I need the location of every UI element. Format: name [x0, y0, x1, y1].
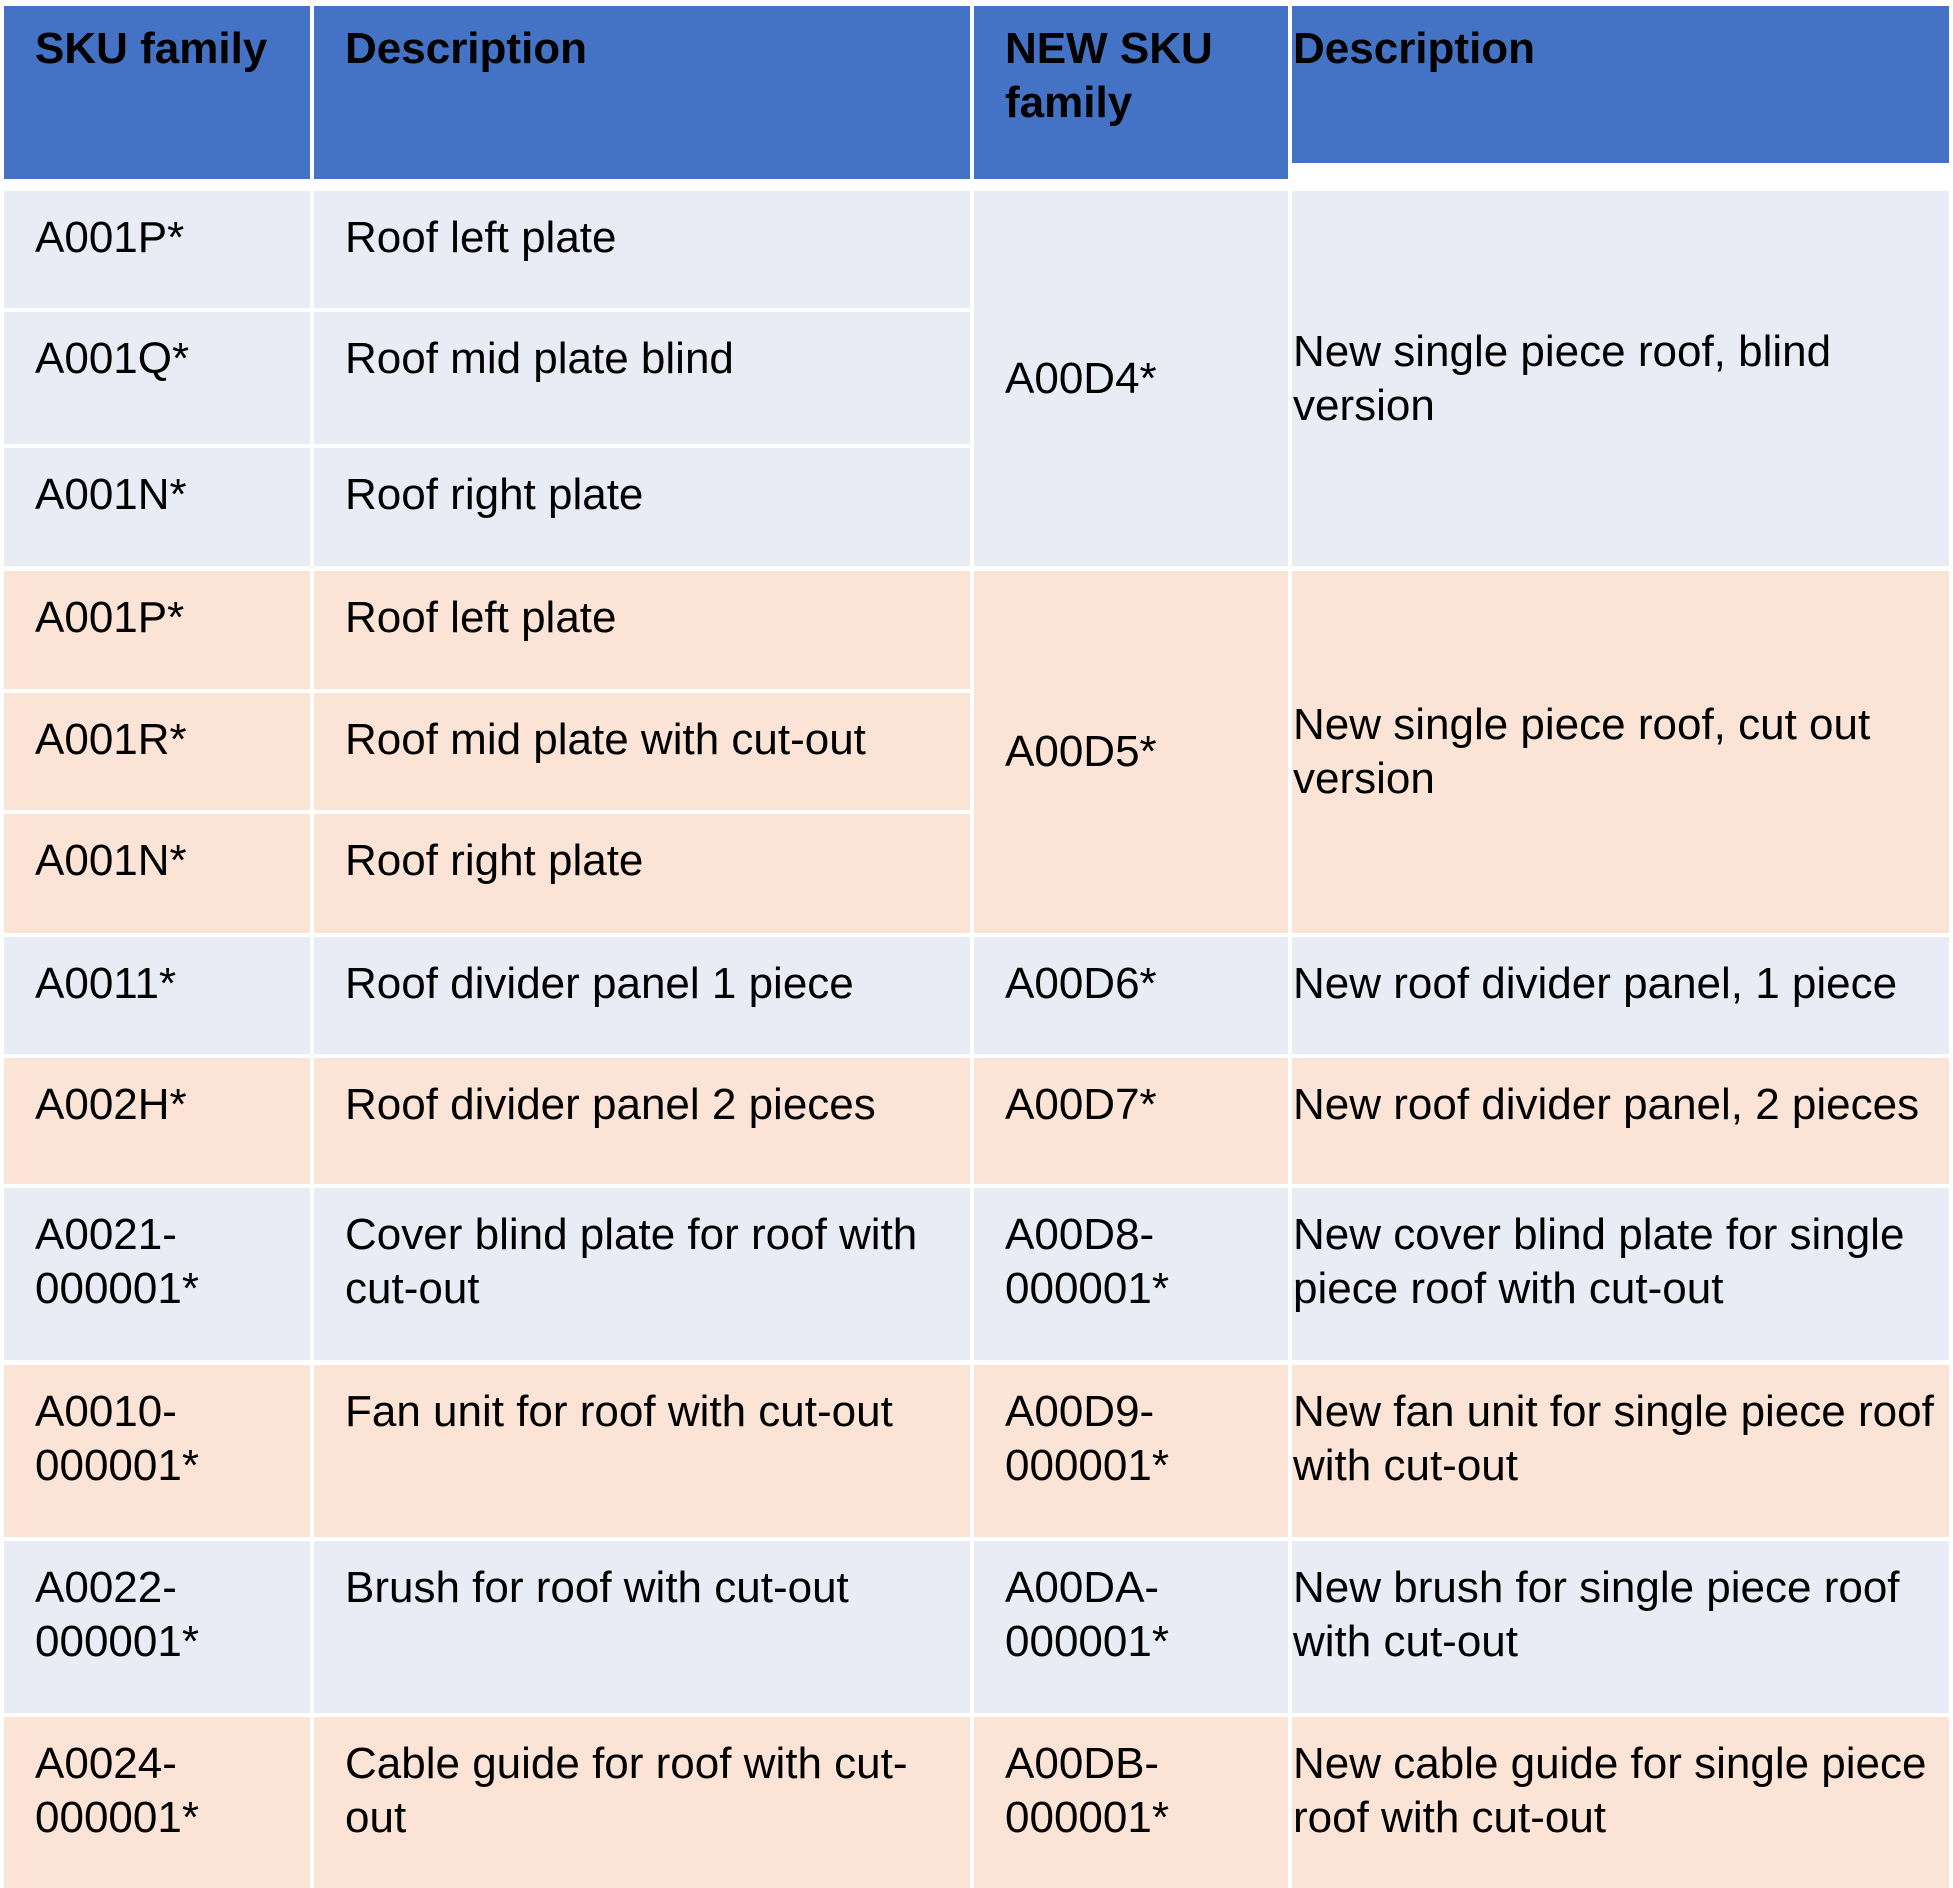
new-description-cell: New brush for single piece roof with cut… [1292, 1541, 1949, 1713]
table-row: A0021-000001* [4, 1188, 310, 1360]
description-cell: Cover blind plate for roof with cut-out [314, 1188, 970, 1360]
sku-cell: A0010-000001* [35, 1387, 199, 1490]
table-row: A001R* [4, 693, 310, 810]
new-sku-cell: A00D6* [974, 937, 1288, 1054]
description-cell: Roof left plate [314, 191, 970, 308]
sku-cell: A0022-000001* [35, 1563, 199, 1666]
new-description-cell: New roof divider panel, 2 pieces [1292, 1058, 1949, 1184]
table-row: A0022-000001* [4, 1541, 310, 1713]
sku-cell: A0024-000001* [35, 1739, 199, 1842]
description-cell: Cable guide for roof with cut-out [314, 1717, 970, 1888]
header-new-sku-family: NEW SKU family [974, 6, 1288, 179]
description-cell: Fan unit for roof with cut-out [314, 1365, 970, 1537]
sku-cell: A001P* [35, 213, 185, 262]
new-description-cell: New single piece roof, blind version [1292, 191, 1949, 566]
new-sku-cell: A00DA-000001* [974, 1541, 1288, 1713]
description-cell: Roof divider panel 1 piece [314, 937, 970, 1054]
sku-cell: A001P* [35, 593, 185, 642]
new-sku-text: A00D5* [1005, 727, 1157, 776]
description-cell: Roof right plate [314, 448, 970, 566]
table-row: A001N* [4, 448, 310, 566]
table-row: A001P* [4, 571, 310, 689]
sku-cell: A001Q* [35, 334, 190, 383]
sku-cell: A0011* [35, 959, 177, 1008]
new-description-cell: New roof divider panel, 1 piece [1292, 937, 1949, 1054]
sku-cell: A001N* [35, 836, 187, 885]
header-new-description: Description [1292, 6, 1949, 163]
description-cell: Roof right plate [314, 814, 970, 933]
description-cell: Roof left plate [314, 571, 970, 689]
table-row: A0011* [4, 937, 310, 1054]
sku-cell: A002H* [35, 1080, 187, 1129]
description-cell: Roof mid plate with cut-out [314, 693, 970, 810]
header-description: Description [314, 6, 970, 179]
table-row: A001P* [4, 191, 310, 308]
new-description-cell: New cable guide for single piece roof wi… [1292, 1717, 1949, 1888]
sku-cell: A001R* [35, 715, 187, 764]
new-sku-cell: A00D7* [974, 1058, 1288, 1184]
new-sku-cell: A00D9-000001* [974, 1365, 1288, 1537]
new-sku-cell: A00D5* [974, 571, 1288, 933]
table-row: A001Q* [4, 312, 310, 444]
header-sku-family: SKU family [4, 6, 310, 179]
new-description-cell: New cover blind plate for single piece r… [1292, 1188, 1949, 1360]
sku-cell: A001N* [35, 470, 187, 519]
sku-cell: A0021-000001* [35, 1210, 199, 1313]
table-row: A0024-000001* [4, 1717, 310, 1888]
new-sku-cell: A00DB-000001* [974, 1717, 1288, 1888]
new-description-cell: New fan unit for single piece roof with … [1292, 1365, 1949, 1537]
new-description-cell: New single piece roof, cut out version [1292, 571, 1949, 933]
new-description-text: New single piece roof, cut out version [1293, 700, 1871, 803]
new-description-text: New single piece roof, blind version [1293, 326, 1832, 430]
table-row: A001N* [4, 814, 310, 933]
new-sku-cell: A00D8-000001* [974, 1188, 1288, 1360]
new-sku-cell: A00D4* [974, 191, 1288, 566]
table-row: A002H* [4, 1058, 310, 1184]
description-cell: Roof divider panel 2 pieces [314, 1058, 970, 1184]
new-sku-text: A00D4* [1005, 353, 1157, 403]
description-cell: Brush for roof with cut-out [314, 1541, 970, 1713]
table-row: A0010-000001* [4, 1365, 310, 1537]
description-cell: Roof mid plate blind [314, 312, 970, 444]
